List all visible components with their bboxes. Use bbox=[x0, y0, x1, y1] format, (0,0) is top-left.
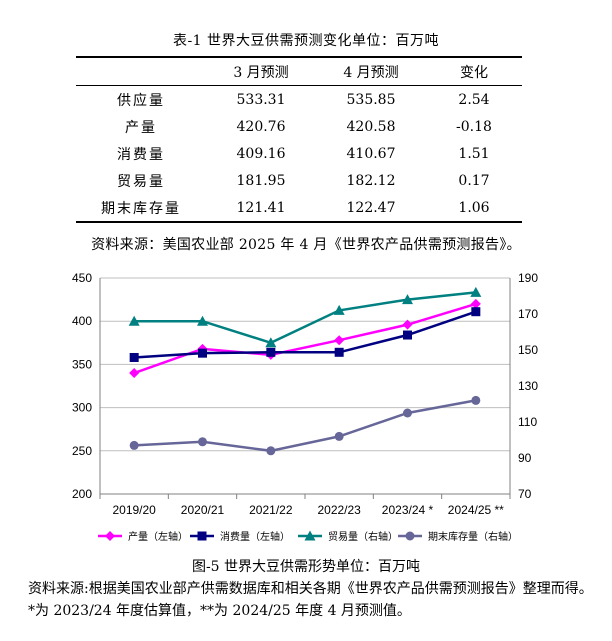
right-axis-tick-label: 130 bbox=[518, 379, 538, 393]
march-value: 409.16 bbox=[236, 145, 286, 162]
right-axis-tick-label: 110 bbox=[518, 415, 537, 429]
change-value: 1.06 bbox=[426, 194, 522, 223]
april-value: 535.85 bbox=[346, 91, 396, 108]
series-line-trade bbox=[134, 291, 476, 345]
data-point-consumption bbox=[266, 347, 276, 357]
table-row: 产量 420.76 420.58 -0.18 bbox=[76, 113, 522, 140]
row-label: 贸易量 bbox=[117, 173, 165, 190]
header-blank bbox=[76, 56, 206, 86]
supply-demand-line-chart: 200 250 300 350 400 450 70 90 110 130 150 170 190 201… bbox=[72, 271, 538, 543]
data-point-consumption bbox=[334, 347, 344, 357]
march-value: 181.95 bbox=[236, 172, 286, 189]
data-point-consumption bbox=[198, 348, 207, 358]
table-title: 表-1 世界大豆供需预测变化单位：百万吨 bbox=[172, 33, 440, 49]
x-axis-tick-label: 2022/23 bbox=[317, 503, 361, 517]
table-header-row: 3 月预测 4 月预测 变化 bbox=[76, 56, 522, 86]
header-april: 4 月预测 bbox=[316, 56, 426, 86]
data-point-consumption bbox=[403, 330, 412, 340]
april-value: 122.47 bbox=[316, 194, 426, 223]
x-axis-tick-label: 2023/24 * bbox=[382, 503, 434, 517]
data-point-ending-stocks bbox=[266, 446, 276, 456]
left-axis-tick-label: 200 bbox=[72, 487, 92, 501]
data-point-trade bbox=[265, 337, 277, 348]
figure-title: 图-5 世界大豆供需形势单位：百万吨 bbox=[191, 559, 421, 575]
row-label: 期末库存量 bbox=[76, 194, 206, 223]
change-value: 1.51 bbox=[458, 145, 490, 162]
right-axis-tick-label: 70 bbox=[518, 487, 532, 501]
x-axis-tick-label: 2020/21 bbox=[181, 503, 225, 517]
legend-label-trade: 贸易量（右轴） bbox=[328, 530, 398, 543]
march-value: 121.41 bbox=[206, 194, 316, 223]
data-point-trade bbox=[197, 315, 208, 326]
legend-marker bbox=[304, 530, 316, 541]
data-point-ending-stocks bbox=[198, 437, 207, 447]
right-axis-tick-label: 190 bbox=[518, 271, 538, 285]
legend-marker bbox=[405, 531, 415, 541]
row-label: 消费量 bbox=[117, 146, 165, 163]
left-axis-tick-label: 400 bbox=[72, 314, 92, 328]
table-row: 贸易量 181.95 182.12 0.17 bbox=[76, 167, 522, 194]
data-point-ending-stocks bbox=[403, 408, 412, 418]
data-point-trade bbox=[333, 304, 345, 315]
supply-demand-table: 3 月预测 4 月预测 变化 供应量 533.31 535.85 2.54 产量… bbox=[76, 56, 522, 223]
april-value: 410.67 bbox=[346, 145, 396, 162]
series-line-consumption bbox=[134, 310, 477, 359]
legend-label-production: 产量（左轴） bbox=[128, 530, 188, 543]
april-value: 182.12 bbox=[346, 172, 396, 189]
series-line-production bbox=[133, 302, 477, 375]
figure-source-note: 资料来源:根据美国农业部产供需数据库和相关各期《世界农产品供需预测报告》整理而得… bbox=[28, 581, 593, 619]
legend-marker bbox=[105, 531, 115, 541]
table-source-note: 资料来源：美国农业部 2025 年 4 月《世界农产品供需预测报告》。 bbox=[91, 237, 521, 253]
right-axis-tick-label: 90 bbox=[518, 451, 532, 465]
change-value: 2.54 bbox=[458, 91, 490, 108]
march-value: 533.31 bbox=[236, 91, 286, 108]
left-axis-tick-label: 350 bbox=[72, 357, 92, 371]
data-point-ending-stocks bbox=[129, 440, 139, 450]
left-axis-tick-label: 450 bbox=[72, 271, 92, 285]
data-point-production bbox=[334, 335, 345, 346]
left-axis-tick-label: 250 bbox=[72, 444, 92, 458]
x-axis-tick-label: 2024/25 ** bbox=[448, 503, 504, 517]
table-row: 供应量 533.31 535.85 2.54 bbox=[76, 86, 522, 114]
row-label: 产量 bbox=[125, 119, 157, 136]
change-value: 0.17 bbox=[458, 172, 490, 189]
data-point-trade bbox=[402, 294, 413, 305]
table-row: 期末库存量 121.41 122.47 1.06 bbox=[76, 194, 522, 223]
data-point-consumption bbox=[471, 307, 481, 317]
x-axis-tick-label: 2021/22 bbox=[249, 503, 293, 517]
march-value: 420.76 bbox=[236, 118, 286, 135]
data-point-ending-stocks bbox=[471, 395, 481, 405]
data-point-ending-stocks bbox=[334, 431, 344, 441]
right-axis-tick-label: 170 bbox=[518, 307, 538, 321]
legend-marker bbox=[197, 531, 207, 541]
april-value: 420.58 bbox=[346, 118, 396, 135]
data-point-trade bbox=[128, 315, 140, 326]
series-line-ending-stocks bbox=[134, 399, 477, 453]
table-row: 消费量 409.16 410.67 1.51 bbox=[76, 140, 522, 167]
data-point-production bbox=[402, 319, 413, 330]
legend-label-consumption: 消费量（左轴） bbox=[220, 530, 290, 543]
data-point-production bbox=[470, 298, 481, 309]
data-point-consumption bbox=[129, 352, 139, 362]
header-march: 3 月预测 bbox=[206, 56, 316, 86]
change-value: -0.18 bbox=[456, 118, 492, 135]
left-axis-tick-label: 300 bbox=[72, 401, 92, 415]
x-axis-tick-label: 2019/20 bbox=[112, 503, 156, 517]
data-point-trade bbox=[470, 286, 482, 297]
header-change: 变化 bbox=[426, 56, 522, 86]
row-label: 供应量 bbox=[117, 92, 165, 109]
right-axis-tick-label: 150 bbox=[518, 343, 538, 357]
data-point-production bbox=[129, 368, 140, 379]
legend-label-ending-stocks: 期末库存量（右轴） bbox=[428, 530, 518, 543]
